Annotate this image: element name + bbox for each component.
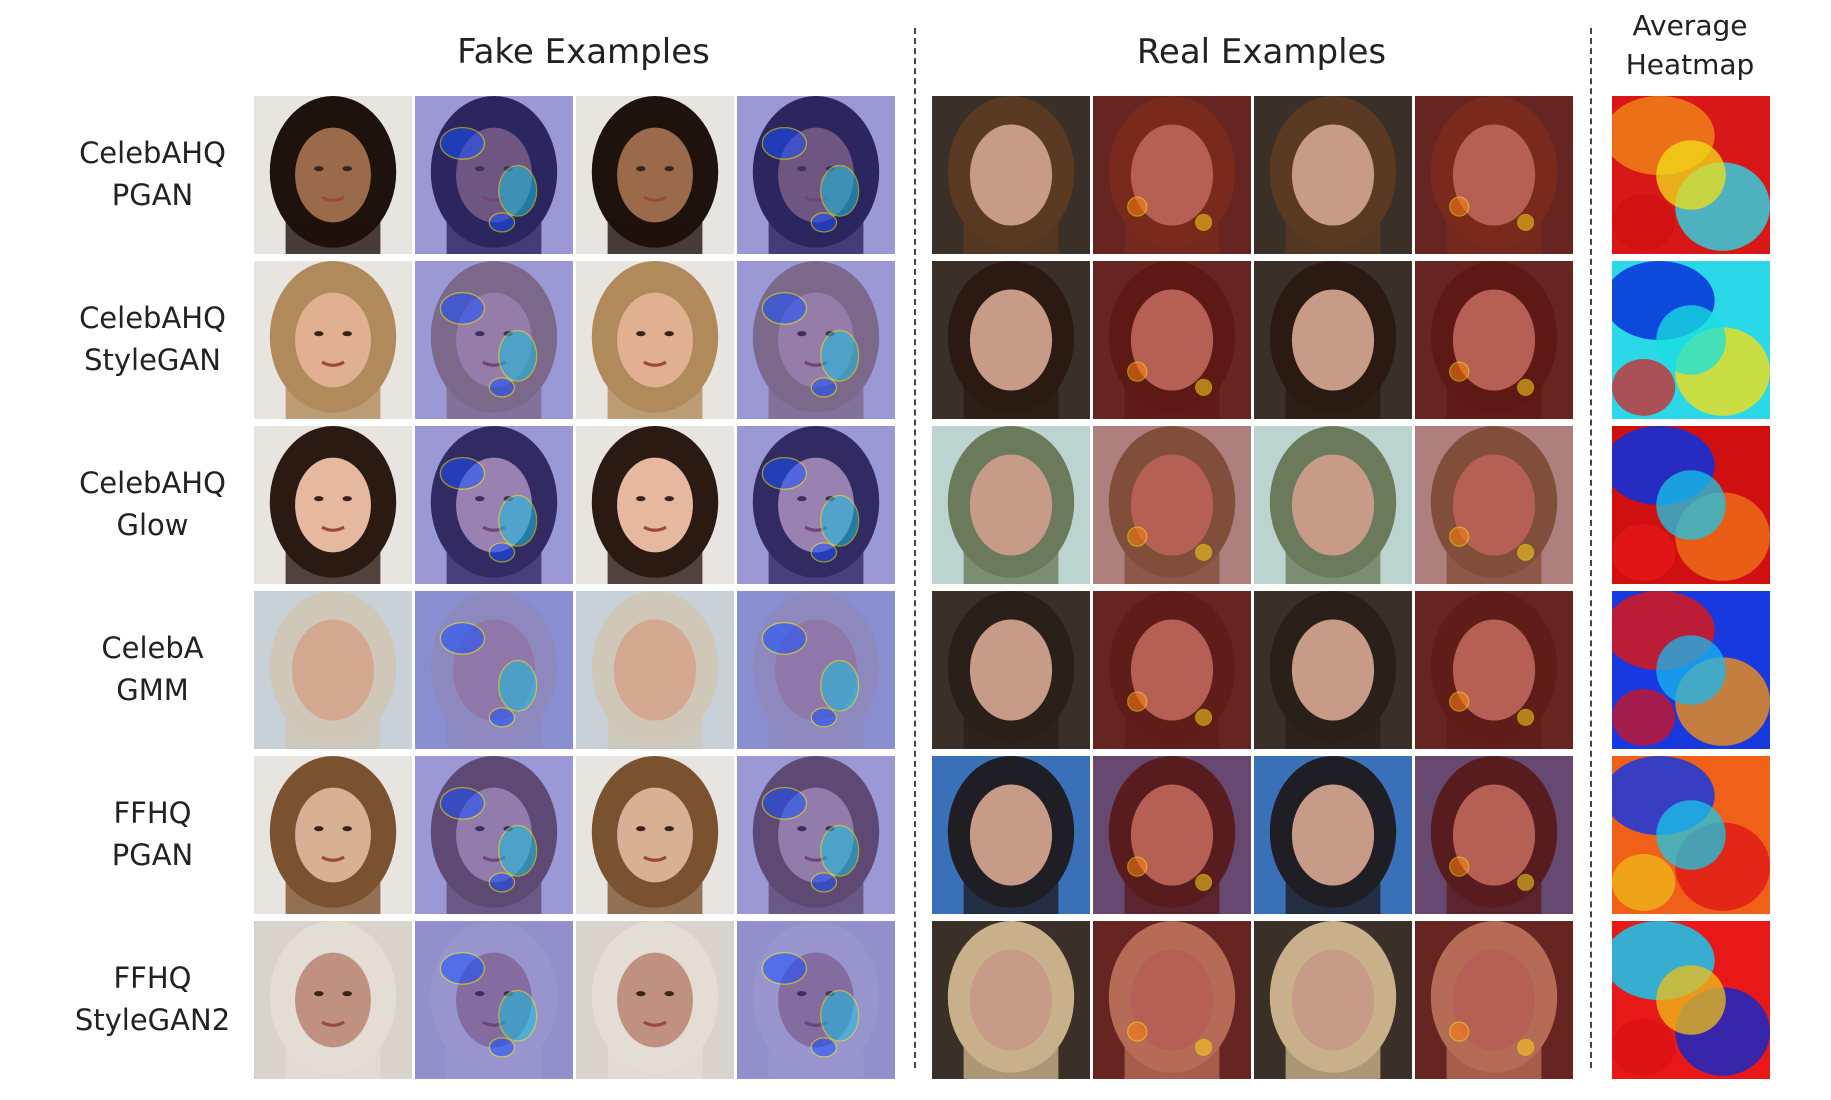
fake-example-heatmap-tile xyxy=(415,426,573,584)
row-label-5: FFHQ StyleGAN2 xyxy=(30,957,275,1041)
real-example-image-tile xyxy=(1254,261,1412,419)
fake-example-image-tile xyxy=(576,591,734,749)
average-heatmap-tile xyxy=(1612,261,1770,419)
fake-example-image-tile xyxy=(576,921,734,1079)
real-example-heatmap-tile xyxy=(1415,96,1573,254)
fake-example-heatmap-tile xyxy=(737,96,895,254)
separator-fake-real xyxy=(914,28,916,1068)
fake-example-image-tile xyxy=(254,426,412,584)
fake-example-image-tile xyxy=(254,96,412,254)
fake-example-image-tile xyxy=(576,261,734,419)
fake-example-image-tile xyxy=(576,96,734,254)
row-label-model: StyleGAN xyxy=(84,343,221,378)
separator-real-average xyxy=(1590,28,1592,1068)
row-label-2: CelebAHQ Glow xyxy=(30,462,275,546)
fake-example-image-tile xyxy=(576,426,734,584)
fake-example-heatmap-tile xyxy=(415,591,573,749)
fake-example-image-tile xyxy=(254,591,412,749)
row-label-1: CelebAHQ StyleGAN xyxy=(30,297,275,381)
average-heatmap-tile xyxy=(1612,591,1770,749)
real-example-image-tile xyxy=(1254,96,1412,254)
row-label-0: CelebAHQ PGAN xyxy=(30,132,275,216)
real-example-heatmap-tile xyxy=(1093,426,1251,584)
fake-example-image-tile xyxy=(576,756,734,914)
fake-example-image-tile xyxy=(254,756,412,914)
row-label-3: CelebA GMM xyxy=(30,627,275,711)
real-example-image-tile xyxy=(1254,426,1412,584)
average-heatmap-header: Average Heatmap xyxy=(1600,6,1780,84)
row-label-model: StyleGAN2 xyxy=(74,1003,231,1038)
real-example-heatmap-tile xyxy=(1093,261,1251,419)
real-example-image-tile xyxy=(932,591,1090,749)
fake-example-heatmap-tile xyxy=(415,96,573,254)
row-label-dataset: CelebAHQ xyxy=(79,301,226,335)
row-label-model: GMM xyxy=(116,673,189,708)
average-heatmap-header-line1: Average xyxy=(1632,9,1748,42)
row-label-dataset: CelebAHQ xyxy=(79,136,226,170)
row-label-4: FFHQ PGAN xyxy=(30,792,275,876)
real-example-image-tile xyxy=(932,96,1090,254)
average-heatmap-tile xyxy=(1612,96,1770,254)
fake-examples-header: Fake Examples xyxy=(457,32,710,72)
real-example-image-tile xyxy=(932,261,1090,419)
row-label-dataset: CelebA xyxy=(101,631,204,665)
fake-example-heatmap-tile xyxy=(737,921,895,1079)
real-example-heatmap-tile xyxy=(1415,921,1573,1079)
row-label-dataset: FFHQ xyxy=(113,961,192,995)
average-heatmap-tile xyxy=(1612,426,1770,584)
real-examples-header: Real Examples xyxy=(1136,32,1387,72)
real-example-image-tile xyxy=(1254,591,1412,749)
fake-example-image-tile xyxy=(254,921,412,1079)
real-example-heatmap-tile xyxy=(1415,591,1573,749)
row-label-model: PGAN xyxy=(111,838,194,873)
real-example-image-tile xyxy=(1254,756,1412,914)
fake-example-heatmap-tile xyxy=(737,591,895,749)
real-example-heatmap-tile xyxy=(1415,261,1573,419)
real-example-image-tile xyxy=(932,921,1090,1079)
fake-example-heatmap-tile xyxy=(737,261,895,419)
row-label-model: PGAN xyxy=(111,178,194,213)
row-label-dataset: CelebAHQ xyxy=(79,466,226,500)
fake-example-heatmap-tile xyxy=(737,426,895,584)
real-example-image-tile xyxy=(932,756,1090,914)
fake-example-heatmap-tile xyxy=(415,756,573,914)
real-example-heatmap-tile xyxy=(1415,756,1573,914)
average-heatmap-tile xyxy=(1612,921,1770,1079)
fake-example-image-tile xyxy=(254,261,412,419)
real-example-heatmap-tile xyxy=(1093,591,1251,749)
real-example-heatmap-tile xyxy=(1093,96,1251,254)
real-example-heatmap-tile xyxy=(1415,426,1573,584)
real-example-heatmap-tile xyxy=(1093,921,1251,1079)
row-label-dataset: FFHQ xyxy=(113,796,192,830)
fake-example-heatmap-tile xyxy=(415,261,573,419)
average-heatmap-header-line2: Heatmap xyxy=(1625,48,1755,82)
real-example-image-tile xyxy=(932,426,1090,584)
average-heatmap-tile xyxy=(1612,756,1770,914)
fake-example-heatmap-tile xyxy=(737,756,895,914)
row-label-model: Glow xyxy=(116,508,189,543)
real-example-heatmap-tile xyxy=(1093,756,1251,914)
real-example-image-tile xyxy=(1254,921,1412,1079)
fake-example-heatmap-tile xyxy=(415,921,573,1079)
